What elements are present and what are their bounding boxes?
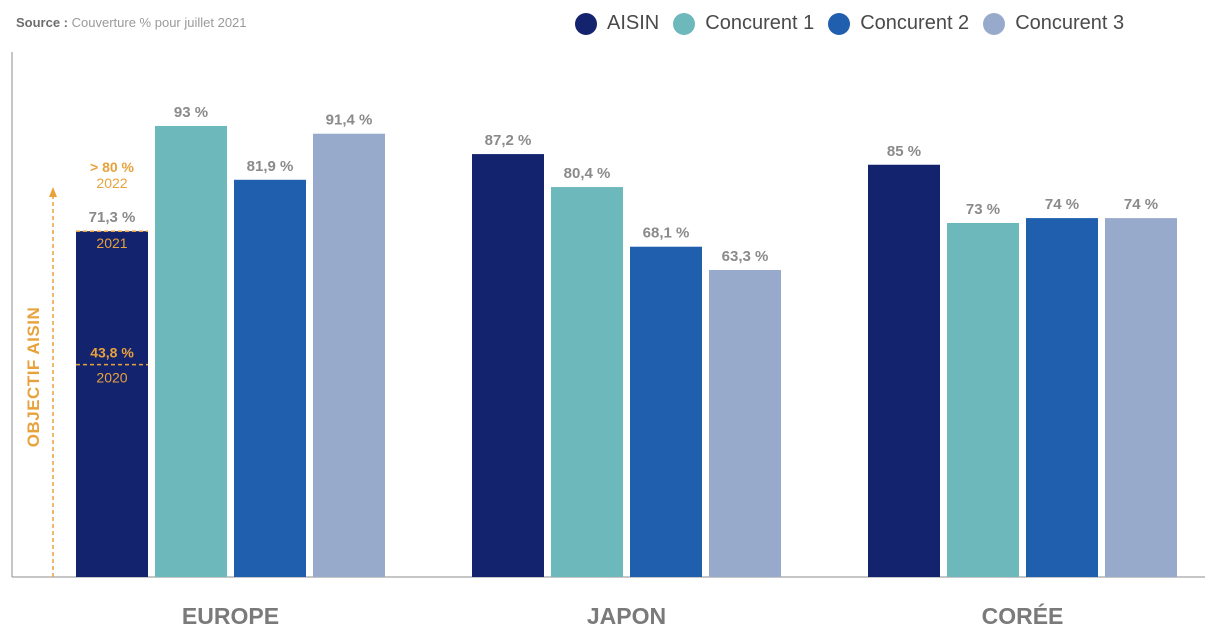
bar xyxy=(630,246,702,577)
data-label: 74 % xyxy=(1045,196,1079,213)
chart-legend: AISIN Concurent 1 Concurent 2 Concurent … xyxy=(575,12,1138,35)
objective-marker-year: 2021 xyxy=(96,235,127,251)
legend-swatch xyxy=(983,12,1006,35)
bar xyxy=(868,164,940,577)
data-label: 73 % xyxy=(966,201,1000,218)
bar xyxy=(1105,218,1177,577)
legend-label: AISIN xyxy=(607,12,660,34)
legend-item-concurent-2: Concurent 2 xyxy=(828,12,969,35)
data-label: 71,3 % xyxy=(89,209,136,226)
bar xyxy=(1026,218,1098,577)
objective-target-year: 2022 xyxy=(96,175,127,191)
data-label: 80,4 % xyxy=(564,165,611,182)
data-label: 85 % xyxy=(887,143,921,160)
bar xyxy=(947,222,1019,577)
bar xyxy=(313,133,385,577)
data-label: 87,2 % xyxy=(485,132,532,149)
bar xyxy=(155,125,227,577)
legend-label: Concurent 2 xyxy=(860,12,970,34)
data-label: 81,9 % xyxy=(247,158,294,175)
source-label: Source : xyxy=(16,15,69,30)
x-tick-label: JAPON xyxy=(587,603,666,626)
x-tick-label: CORÉE xyxy=(982,602,1064,626)
legend-label: Concurent 3 xyxy=(1015,12,1125,34)
data-label: 63,3 % xyxy=(722,248,769,265)
objective-arrow-head xyxy=(49,187,57,197)
x-tick-label: EUROPE xyxy=(182,603,279,626)
data-label: 74 % xyxy=(1124,196,1158,213)
bar xyxy=(709,269,781,577)
data-label: 93 % xyxy=(174,104,208,121)
objective-label: OBJECTIF AISIN xyxy=(24,307,43,448)
source-text: Couverture % pour juillet 2021 xyxy=(71,15,247,30)
data-label: 68,1 % xyxy=(643,225,690,242)
bar xyxy=(234,179,306,577)
legend-swatch xyxy=(673,12,696,35)
legend-label: Concurent 1 xyxy=(705,12,815,34)
objective-target-value: > 80 % xyxy=(90,159,135,175)
bar xyxy=(551,187,623,577)
objective-marker-value: 43,8 % xyxy=(90,345,134,361)
legend-swatch xyxy=(828,12,851,35)
bar xyxy=(76,231,148,577)
legend-item-aisin: AISIN xyxy=(575,12,659,35)
legend-item-concurent-1: Concurent 1 xyxy=(673,12,814,35)
data-label: 91,4 % xyxy=(326,112,373,129)
bar xyxy=(472,154,544,577)
legend-swatch xyxy=(575,12,597,35)
source-note: Source : Couverture % pour juillet 2021 xyxy=(16,15,247,30)
objective-marker-year: 2020 xyxy=(96,370,127,386)
legend-item-concurent-3: Concurent 3 xyxy=(983,12,1124,35)
